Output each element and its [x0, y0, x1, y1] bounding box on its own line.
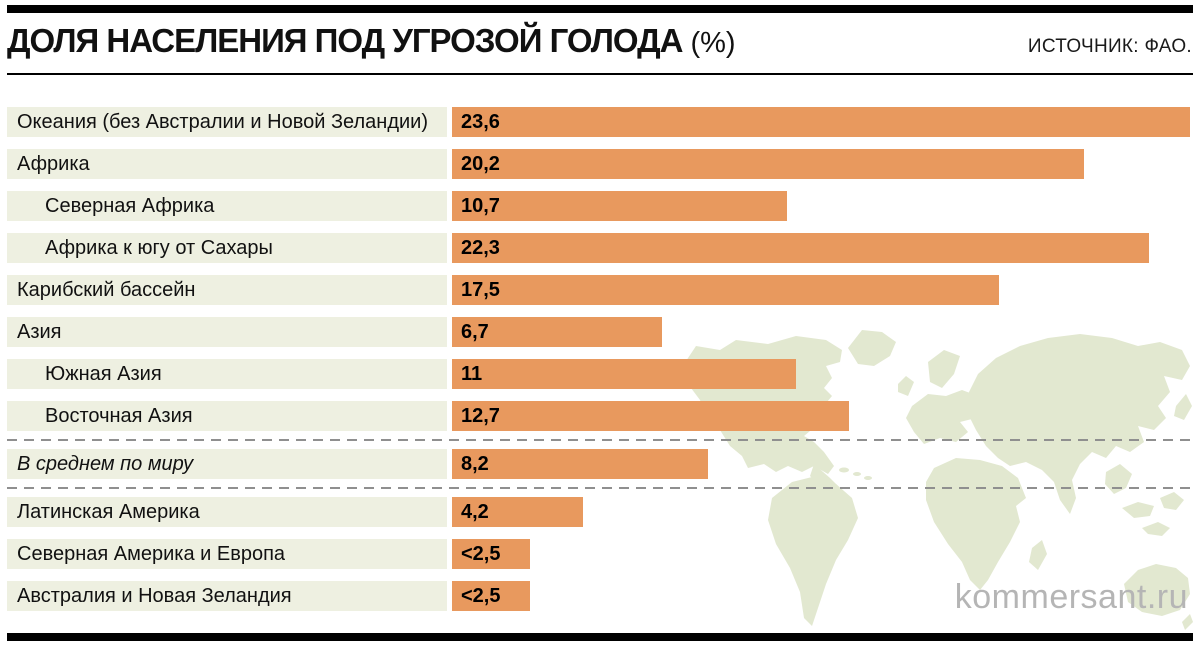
- world-average-separator: [7, 439, 1193, 441]
- bar-value-label: <2,5: [461, 585, 501, 607]
- value-bar: <2,5: [452, 581, 530, 611]
- bar-value-label: 11: [461, 363, 483, 385]
- chart-row: Океания (без Австралии и Новой Зеландии)…: [7, 107, 1193, 137]
- chart-row: Восточная Азия 12,7: [7, 401, 1193, 431]
- chart-row: Южная Азия 11: [7, 359, 1193, 389]
- value-bar: 11: [452, 359, 796, 389]
- value-bar: 23,6: [452, 107, 1190, 137]
- bar-value-label: 8,2: [461, 453, 489, 475]
- row-label: Африка к югу от Сахары: [7, 233, 447, 263]
- bar-value-label: 17,5: [461, 279, 500, 301]
- header: ДОЛЯ НАСЕЛЕНИЯ ПОД УГРОЗОЙ ГОЛОДА (%) ИС…: [7, 22, 1192, 60]
- bar-value-label: 12,7: [461, 405, 500, 427]
- row-label: В среднем по миру: [7, 449, 447, 479]
- row-label: Северная Америка и Европа: [7, 539, 447, 569]
- row-label: Австралия и Новая Зеландия: [7, 581, 447, 611]
- value-bar: <2,5: [452, 539, 530, 569]
- row-label: Африка: [7, 149, 447, 179]
- bar-value-label: 6,7: [461, 321, 489, 343]
- value-bar: 20,2: [452, 149, 1084, 179]
- chart-row: Северная Америка и Европа <2,5: [7, 539, 1193, 569]
- chart-row: Северная Африка 10,7: [7, 191, 1193, 221]
- chart-row: В среднем по миру 8,2: [7, 449, 1193, 479]
- value-bar: 22,3: [452, 233, 1149, 263]
- world-average-separator: [7, 487, 1193, 489]
- chart-row: Африка 20,2: [7, 149, 1193, 179]
- value-bar: 17,5: [452, 275, 999, 305]
- chart-row: Карибский бассейн 17,5: [7, 275, 1193, 305]
- chart-row: Африка к югу от Сахары 22,3: [7, 233, 1193, 263]
- bar-value-label: 4,2: [461, 501, 489, 523]
- chart-row: Азия 6,7: [7, 317, 1193, 347]
- row-label: Восточная Азия: [7, 401, 447, 431]
- chart-row: Австралия и Новая Зеландия <2,5: [7, 581, 1193, 611]
- bar-value-label: 10,7: [461, 195, 500, 217]
- bar-value-label: 23,6: [461, 111, 500, 133]
- value-bar: 10,7: [452, 191, 787, 221]
- value-bar: 8,2: [452, 449, 708, 479]
- bar-value-label: 22,3: [461, 237, 500, 259]
- bottom-rule: [7, 633, 1193, 641]
- chart-rows: Океания (без Австралии и Новой Зеландии)…: [7, 107, 1193, 611]
- value-bar: 4,2: [452, 497, 583, 527]
- title-unit: (%): [690, 27, 736, 59]
- row-label: Азия: [7, 317, 447, 347]
- source-label: ИСТОЧНИК: ФАО.: [1027, 36, 1192, 57]
- row-label: Латинская Америка: [7, 497, 447, 527]
- kommersant-watermark: kommersant.ru: [954, 578, 1188, 616]
- bar-value-label: <2,5: [461, 543, 501, 565]
- value-bar: 6,7: [452, 317, 662, 347]
- chart-row: Латинская Америка 4,2: [7, 497, 1193, 527]
- page-title: ДОЛЯ НАСЕЛЕНИЯ ПОД УГРОЗОЙ ГОЛОДА: [7, 22, 683, 59]
- row-label: Карибский бассейн: [7, 275, 447, 305]
- header-rule: [7, 73, 1193, 75]
- value-bar: 12,7: [452, 401, 849, 431]
- row-label: Океания (без Австралии и Новой Зеландии): [7, 107, 447, 137]
- row-label: Южная Азия: [7, 359, 447, 389]
- bar-chart: Океания (без Австралии и Новой Зеландии)…: [7, 107, 1193, 645]
- top-rule: [7, 5, 1193, 13]
- bar-value-label: 20,2: [461, 153, 500, 175]
- row-label: Северная Африка: [7, 191, 447, 221]
